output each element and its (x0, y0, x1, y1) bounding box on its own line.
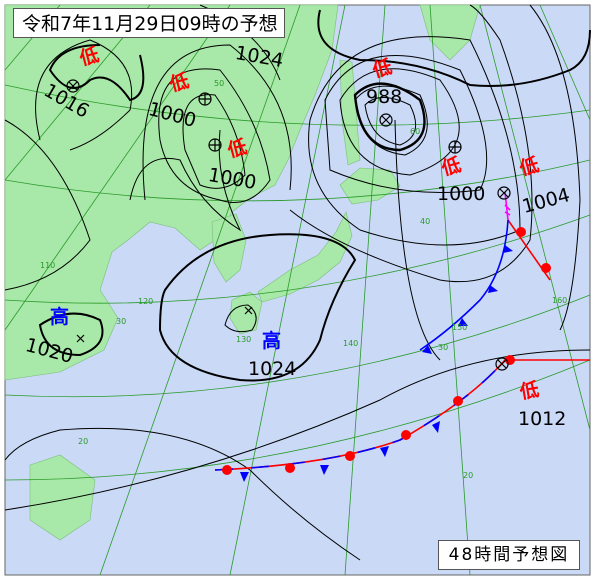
low-center-icon (448, 140, 462, 154)
low-pressure-label: 988 (366, 86, 403, 108)
graticule (4, 4, 591, 576)
grid-label: 20 (78, 437, 89, 446)
low-center-icon (497, 186, 511, 200)
high-mark: 高 (50, 306, 70, 328)
fronts (214, 191, 590, 482)
high-pressure-label: 1024 (248, 358, 297, 380)
center-marks (66, 79, 511, 371)
high-center-icon (244, 306, 253, 315)
grid-label: 30 (438, 343, 449, 352)
grid-label: 110 (40, 261, 56, 270)
grid-label: 150 (452, 323, 468, 332)
grid-label: 140 (343, 339, 359, 348)
low-mark: 低 (518, 378, 541, 404)
high-center-icon (76, 334, 85, 343)
low-center-icon (198, 92, 212, 106)
grid-label: 30 (116, 317, 127, 326)
cold-front (419, 219, 509, 351)
bold-isobars (38, 9, 591, 382)
grid-label: 120 (138, 297, 154, 306)
low-pressure-label: 1000 (437, 183, 486, 205)
grid-label: 40 (420, 217, 431, 226)
grid-label: 130 (236, 335, 252, 344)
low-center-icon (495, 357, 509, 371)
low-center-icon (66, 79, 80, 93)
low-center-icon (379, 113, 393, 127)
grid-label: 20 (463, 471, 474, 480)
forecast-title: 令和7年11月29日09時の予想 (13, 8, 285, 38)
stationary-front-cold (214, 359, 506, 471)
land (4, 4, 481, 541)
low-pressure-label: 1012 (518, 408, 567, 430)
forecast-caption: 48時間予想図 (438, 540, 580, 570)
grid-label: 60 (410, 127, 421, 136)
cold-front-markers (240, 245, 513, 482)
grid-label: 50 (214, 79, 225, 88)
high-mark: 高 (262, 330, 282, 352)
low-center-icon (208, 138, 222, 152)
grid-label: 160 (552, 296, 568, 305)
